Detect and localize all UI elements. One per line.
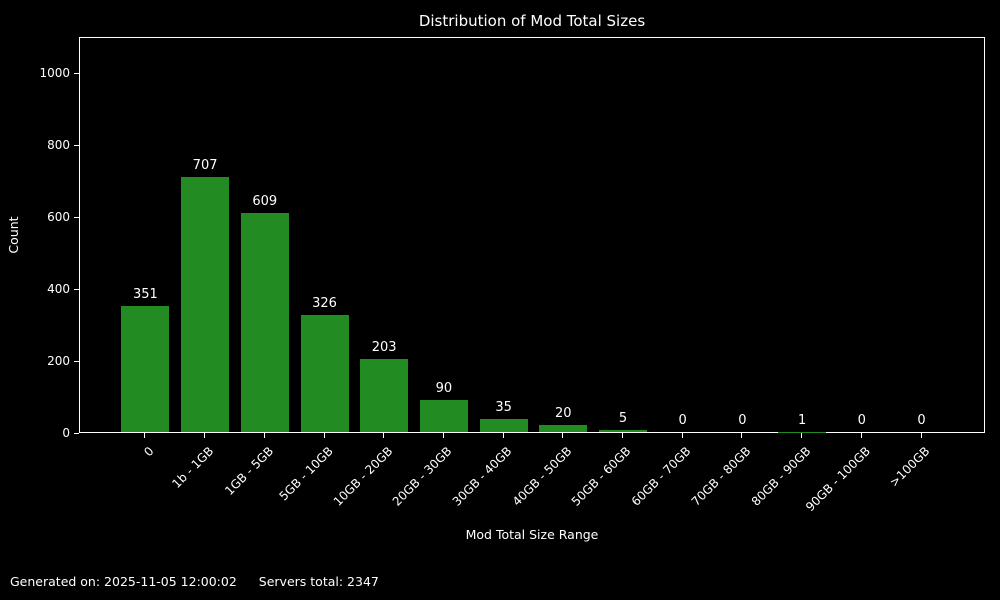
x-tick-mark — [920, 433, 922, 438]
bar — [240, 212, 289, 432]
y-tick-label: 200 — [47, 354, 70, 368]
x-tick-mark — [741, 433, 743, 438]
x-tick-mark — [323, 433, 325, 438]
bar — [181, 177, 230, 432]
servers-total: Servers total: 2347 — [258, 574, 379, 589]
bar-value-label: 90 — [435, 380, 453, 396]
bar-value-label: 0 — [857, 413, 866, 428]
y-tick-mark — [74, 216, 79, 218]
x-tick-mark — [383, 433, 385, 438]
y-tick-mark — [74, 432, 79, 434]
bar-value-label: 609 — [252, 193, 278, 209]
y-tick-label: 400 — [47, 282, 70, 296]
footer: Generated on: 2025-11-05 12:00:02 Server… — [10, 574, 379, 589]
y-tick-label: 1000 — [39, 66, 70, 80]
bar-value-label: 203 — [371, 339, 397, 355]
bar-value-label: 0 — [917, 413, 926, 428]
bar — [419, 399, 468, 432]
y-axis-label: Count — [6, 216, 21, 254]
y-tick-mark — [74, 288, 79, 290]
bar — [121, 305, 170, 432]
bar-value-label: 1 — [797, 412, 807, 428]
bar-value-label: 351 — [132, 286, 158, 302]
x-tick-mark — [801, 433, 803, 438]
bar — [599, 430, 647, 432]
bar — [539, 424, 588, 432]
y-tick-mark — [74, 72, 79, 74]
bar-value-label: 0 — [678, 413, 687, 428]
x-tick-mark — [204, 433, 206, 438]
bar — [479, 419, 528, 432]
y-tick-mark — [74, 360, 79, 362]
y-tick-label: 0 — [62, 426, 70, 440]
x-tick-mark — [144, 433, 146, 438]
x-tick-mark — [860, 433, 862, 438]
y-tick-label: 600 — [47, 210, 70, 224]
x-tick-mark — [502, 433, 504, 438]
x-tick-mark — [442, 433, 444, 438]
bar-value-label: 20 — [555, 405, 572, 421]
bar-value-label: 707 — [192, 158, 218, 174]
bar-value-label: 35 — [495, 400, 512, 416]
bar — [300, 314, 349, 432]
bar-value-label: 5 — [618, 411, 628, 427]
chart-title: Distribution of Mod Total Sizes — [418, 12, 646, 30]
x-tick-mark — [562, 433, 564, 438]
x-tick-mark — [263, 433, 265, 438]
x-tick-mark — [681, 433, 683, 438]
x-tick-mark — [622, 433, 623, 438]
generated-timestamp: Generated on: 2025-11-05 12:00:02 — [10, 574, 237, 589]
bar-value-label: 326 — [312, 295, 337, 311]
plot-area: 351 707 609 326 203 90 35 20 5 0 0 1 0 0 — [79, 37, 985, 433]
y-tick-mark — [74, 144, 79, 146]
bar — [360, 358, 409, 432]
x-tick-label-text: >100GB — [886, 444, 933, 490]
x-tick-label: >100GB — [703, 440, 933, 490]
x-axis-label: Mod Total Size Range — [465, 527, 599, 542]
y-tick-label: 800 — [47, 138, 70, 152]
bar-value-label: 0 — [738, 413, 747, 428]
